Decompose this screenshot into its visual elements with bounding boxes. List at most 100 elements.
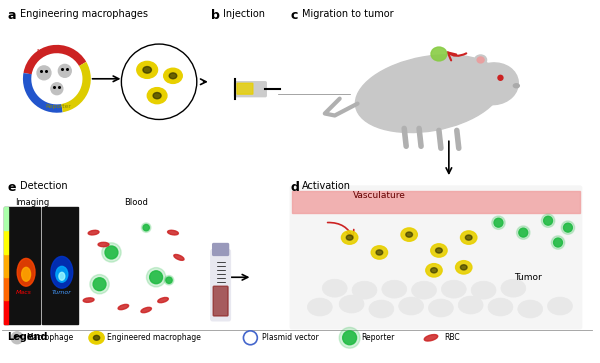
Circle shape xyxy=(142,223,151,232)
Ellipse shape xyxy=(461,231,477,244)
FancyBboxPatch shape xyxy=(211,249,230,321)
Circle shape xyxy=(143,224,149,231)
Ellipse shape xyxy=(471,281,496,299)
FancyBboxPatch shape xyxy=(290,186,582,329)
Ellipse shape xyxy=(460,265,467,270)
Circle shape xyxy=(517,226,530,239)
Circle shape xyxy=(492,216,505,229)
Ellipse shape xyxy=(153,93,161,99)
Ellipse shape xyxy=(17,258,35,286)
Ellipse shape xyxy=(548,297,572,315)
FancyBboxPatch shape xyxy=(212,244,229,256)
Text: Plasmid vector: Plasmid vector xyxy=(262,333,319,342)
Circle shape xyxy=(93,278,106,291)
Circle shape xyxy=(102,243,121,262)
Ellipse shape xyxy=(466,235,472,240)
Ellipse shape xyxy=(89,331,104,344)
Circle shape xyxy=(37,66,51,80)
Ellipse shape xyxy=(514,84,520,88)
Circle shape xyxy=(494,218,503,227)
Circle shape xyxy=(149,271,163,284)
FancyBboxPatch shape xyxy=(4,207,40,324)
Ellipse shape xyxy=(118,305,129,309)
Ellipse shape xyxy=(426,264,442,277)
Circle shape xyxy=(58,64,71,77)
Ellipse shape xyxy=(346,235,353,240)
Text: Vasculature: Vasculature xyxy=(353,191,406,200)
FancyBboxPatch shape xyxy=(237,83,253,94)
Ellipse shape xyxy=(518,300,542,318)
Ellipse shape xyxy=(352,281,377,299)
FancyBboxPatch shape xyxy=(42,207,78,324)
Circle shape xyxy=(51,83,63,95)
Ellipse shape xyxy=(401,228,418,241)
Ellipse shape xyxy=(83,298,94,302)
Text: c: c xyxy=(290,9,298,23)
Circle shape xyxy=(164,276,174,285)
Ellipse shape xyxy=(51,256,73,288)
Circle shape xyxy=(343,331,356,345)
Circle shape xyxy=(146,268,166,287)
Ellipse shape xyxy=(98,242,109,247)
Ellipse shape xyxy=(431,244,447,257)
Text: RBC: RBC xyxy=(444,333,460,342)
Text: Macs: Macs xyxy=(16,290,32,295)
Circle shape xyxy=(561,221,575,234)
Text: d: d xyxy=(290,181,299,194)
Text: Imaging: Imaging xyxy=(15,198,49,207)
Ellipse shape xyxy=(436,248,442,253)
Ellipse shape xyxy=(376,250,383,255)
Text: Tumor: Tumor xyxy=(514,273,542,282)
Bar xyxy=(4,254,8,277)
Text: M2 Promoter: M2 Promoter xyxy=(37,49,75,53)
Ellipse shape xyxy=(382,280,407,298)
Text: Reporter: Reporter xyxy=(45,104,71,109)
Text: e: e xyxy=(7,181,16,194)
Ellipse shape xyxy=(406,232,413,237)
Text: Tumor: Tumor xyxy=(52,290,72,295)
Text: Legend: Legend xyxy=(7,332,48,342)
Ellipse shape xyxy=(469,63,518,105)
Ellipse shape xyxy=(143,66,151,73)
Ellipse shape xyxy=(371,246,388,259)
Bar xyxy=(4,230,8,254)
Ellipse shape xyxy=(158,298,169,302)
Ellipse shape xyxy=(431,47,447,61)
Circle shape xyxy=(563,223,572,232)
Text: Engineered macrophage: Engineered macrophage xyxy=(107,333,202,342)
Circle shape xyxy=(105,246,118,259)
Text: Migration to tumor: Migration to tumor xyxy=(302,9,394,19)
Text: Macrophage: Macrophage xyxy=(26,333,73,342)
Ellipse shape xyxy=(431,268,437,273)
FancyBboxPatch shape xyxy=(213,286,228,316)
Ellipse shape xyxy=(307,298,332,316)
Ellipse shape xyxy=(94,335,100,340)
Text: Activation: Activation xyxy=(302,181,351,191)
Circle shape xyxy=(11,332,23,344)
Ellipse shape xyxy=(141,307,151,313)
FancyBboxPatch shape xyxy=(292,191,580,213)
Ellipse shape xyxy=(322,279,347,297)
Ellipse shape xyxy=(428,299,454,317)
Ellipse shape xyxy=(137,61,158,78)
Ellipse shape xyxy=(369,300,394,318)
Ellipse shape xyxy=(147,87,167,104)
Bar xyxy=(4,277,8,301)
FancyBboxPatch shape xyxy=(235,82,266,97)
Ellipse shape xyxy=(455,261,472,274)
Ellipse shape xyxy=(56,266,68,282)
Circle shape xyxy=(544,216,553,225)
Circle shape xyxy=(541,214,555,227)
Circle shape xyxy=(166,277,172,284)
Ellipse shape xyxy=(424,335,438,341)
Ellipse shape xyxy=(22,267,31,281)
Text: a: a xyxy=(7,9,16,23)
Text: Engineering macrophages: Engineering macrophages xyxy=(20,9,148,19)
Text: Detection: Detection xyxy=(20,181,68,191)
Ellipse shape xyxy=(339,295,364,313)
Ellipse shape xyxy=(458,296,483,314)
Text: Reporter: Reporter xyxy=(362,333,395,342)
Circle shape xyxy=(551,236,565,249)
Ellipse shape xyxy=(168,229,178,236)
Ellipse shape xyxy=(412,281,436,299)
